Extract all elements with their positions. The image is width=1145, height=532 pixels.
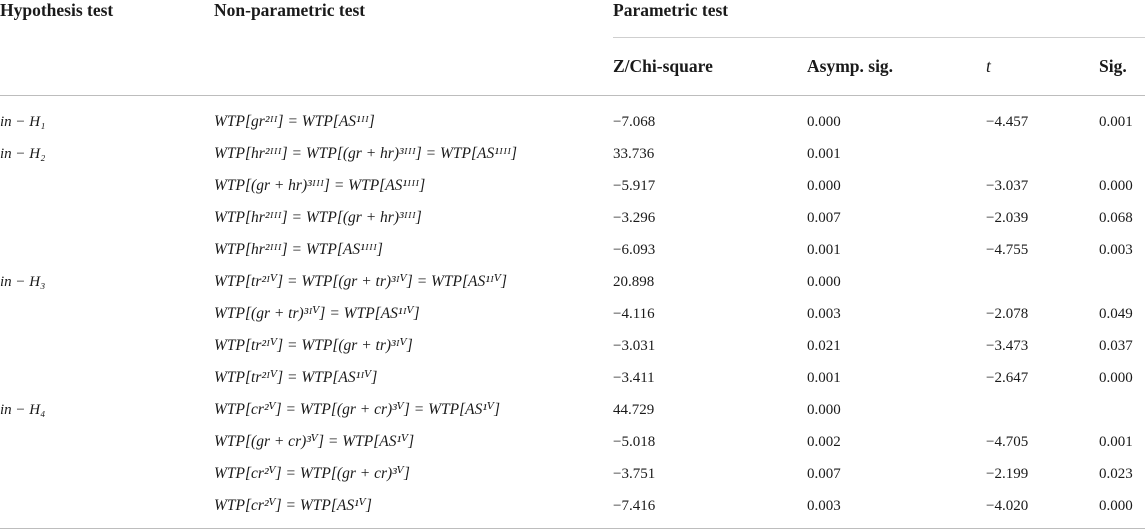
asymp-sig-cell: 0.003 <box>807 306 841 322</box>
equation-cell: WTP[(gr + hr)³ᴵᴵᴵ] = WTP[AS¹ᴵᴵᴵ] <box>214 177 426 194</box>
t-cell: −2.647 <box>986 370 1029 386</box>
t-cell: −4.705 <box>986 434 1029 450</box>
t-cell: −3.037 <box>986 178 1029 194</box>
table-row: WTP[tr²ᴵⱽ] = WTP[AS¹ᴵⱽ] −3.411 0.001 −2.… <box>0 362 1145 394</box>
table-row: WTP[tr²ᴵⱽ] = WTP[(gr + tr)³ᴵⱽ] −3.031 0.… <box>0 330 1145 362</box>
table-row: in − H₃ WTP[tr²ᴵⱽ] = WTP[(gr + tr)³ᴵⱽ] =… <box>0 266 1145 298</box>
header-parametric-test: Parametric test <box>613 0 729 20</box>
asymp-sig-cell: 0.000 <box>807 274 841 290</box>
asymp-sig-cell: 0.021 <box>807 338 841 354</box>
equation-cell: WTP[tr²ᴵⱽ] = WTP[(gr + tr)³ᴵⱽ] <box>214 337 413 354</box>
z-chi-square-cell: −3.296 <box>613 210 656 226</box>
header-asymp-sig: Asymp. sig. <box>807 56 894 76</box>
asymp-sig-cell: 0.000 <box>807 114 841 130</box>
equation-cell: WTP[gr²ᴵᴵ] = WTP[AS¹ᴵᴵ] <box>214 113 375 130</box>
header-rule <box>0 95 1145 96</box>
sig-cell: 0.037 <box>1099 338 1133 354</box>
table-row: in − H₁ WTP[gr²ᴵᴵ] = WTP[AS¹ᴵᴵ] −7.068 0… <box>0 106 1145 138</box>
sig-cell: 0.003 <box>1099 242 1133 258</box>
z-chi-square-cell: 44.729 <box>613 402 655 418</box>
table-row: WTP[hr²ᴵᴵᴵ] = WTP[AS¹ᴵᴵᴵ] −6.093 0.001 −… <box>0 234 1145 266</box>
asymp-sig-cell: 0.001 <box>807 146 841 162</box>
z-chi-square-cell: −5.917 <box>613 178 656 194</box>
header-z-chi-square: Z/Chi-square <box>613 56 713 76</box>
asymp-sig-cell: 0.000 <box>807 178 841 194</box>
table-row: WTP[cr²ⱽ] = WTP[AS¹ⱽ] −7.416 0.003 −4.02… <box>0 490 1145 522</box>
table-row: in − H₂ WTP[hr²ᴵᴵᴵ] = WTP[(gr + hr)³ᴵᴵᴵ]… <box>0 138 1145 170</box>
equation-cell: WTP[cr²ⱽ] = WTP[(gr + cr)³ⱽ] = WTP[AS¹ⱽ] <box>214 401 501 418</box>
header-sig: Sig. <box>1099 56 1127 76</box>
equation-cell: WTP[hr²ᴵᴵᴵ] = WTP[(gr + hr)³ᴵᴵᴵ] <box>214 209 422 226</box>
table-row: WTP[hr²ᴵᴵᴵ] = WTP[(gr + hr)³ᴵᴵᴵ] −3.296 … <box>0 202 1145 234</box>
sig-cell: 0.000 <box>1099 178 1133 194</box>
asymp-sig-cell: 0.001 <box>807 242 841 258</box>
z-chi-square-cell: 33.736 <box>613 146 655 162</box>
equation-cell: WTP[(gr + tr)³ᴵⱽ] = WTP[AS¹ᴵⱽ] <box>214 305 420 322</box>
table-row: WTP[(gr + tr)³ᴵⱽ] = WTP[AS¹ᴵⱽ] −4.116 0.… <box>0 298 1145 330</box>
asymp-sig-cell: 0.007 <box>807 210 841 226</box>
equation-cell: WTP[hr²ᴵᴵᴵ] = WTP[(gr + hr)³ᴵᴵᴵ] = WTP[A… <box>214 145 518 162</box>
z-chi-square-cell: −6.093 <box>613 242 656 258</box>
t-cell: −4.020 <box>986 498 1029 514</box>
parametric-group-rule <box>613 37 1145 38</box>
bottom-rule <box>0 528 1145 529</box>
z-chi-square-cell: −3.031 <box>613 338 656 354</box>
header-t: t <box>986 56 991 76</box>
sig-cell: 0.000 <box>1099 498 1133 514</box>
equation-cell: WTP[cr²ⱽ] = WTP[AS¹ⱽ] <box>214 497 372 514</box>
equation-cell: WTP[tr²ᴵⱽ] = WTP[AS¹ᴵⱽ] <box>214 369 378 386</box>
z-chi-square-cell: −3.751 <box>613 466 656 482</box>
hypothesis-cell: in − H₁ <box>0 114 46 130</box>
z-chi-square-cell: −3.411 <box>613 370 655 386</box>
t-cell: −4.457 <box>986 114 1029 130</box>
sig-cell: 0.000 <box>1099 370 1133 386</box>
z-chi-square-cell: −4.116 <box>613 306 655 322</box>
sig-cell: 0.001 <box>1099 434 1133 450</box>
hypothesis-cell: in − H₄ <box>0 402 46 418</box>
asymp-sig-cell: 0.002 <box>807 434 841 450</box>
asymp-sig-cell: 0.003 <box>807 498 841 514</box>
z-chi-square-cell: −5.018 <box>613 434 656 450</box>
t-cell: −2.039 <box>986 210 1029 226</box>
t-cell: −2.199 <box>986 466 1029 482</box>
z-chi-square-cell: −7.416 <box>613 498 656 514</box>
equation-cell: WTP[tr²ᴵⱽ] = WTP[(gr + tr)³ᴵⱽ] = WTP[AS¹… <box>214 273 508 290</box>
sig-cell: 0.049 <box>1099 306 1133 322</box>
sig-cell: 0.068 <box>1099 210 1133 226</box>
table-row: WTP[(gr + cr)³ⱽ] = WTP[AS¹ⱽ] −5.018 0.00… <box>0 426 1145 458</box>
z-chi-square-cell: −7.068 <box>613 114 656 130</box>
equation-cell: WTP[(gr + cr)³ⱽ] = WTP[AS¹ⱽ] <box>214 433 415 450</box>
hypothesis-cell: in − H₂ <box>0 146 46 162</box>
asymp-sig-cell: 0.007 <box>807 466 841 482</box>
t-cell: −4.755 <box>986 242 1029 258</box>
header-nonparametric-test: Non-parametric test <box>214 0 366 20</box>
table-row: WTP[cr²ⱽ] = WTP[(gr + cr)³ⱽ] −3.751 0.00… <box>0 458 1145 490</box>
z-chi-square-cell: 20.898 <box>613 274 655 290</box>
table-row: WTP[(gr + hr)³ᴵᴵᴵ] = WTP[AS¹ᴵᴵᴵ] −5.917 … <box>0 170 1145 202</box>
sig-cell: 0.023 <box>1099 466 1133 482</box>
hypothesis-cell: in − H₃ <box>0 274 46 290</box>
asymp-sig-cell: 0.001 <box>807 370 841 386</box>
t-cell: −3.473 <box>986 338 1029 354</box>
table-row: in − H₄ WTP[cr²ⱽ] = WTP[(gr + cr)³ⱽ] = W… <box>0 394 1145 426</box>
header-hypothesis-test: Hypothesis test <box>0 0 114 20</box>
equation-cell: WTP[cr²ⱽ] = WTP[(gr + cr)³ⱽ] <box>214 465 410 482</box>
sig-cell: 0.001 <box>1099 114 1133 130</box>
t-cell: −2.078 <box>986 306 1029 322</box>
asymp-sig-cell: 0.000 <box>807 402 841 418</box>
equation-cell: WTP[hr²ᴵᴵᴵ] = WTP[AS¹ᴵᴵᴵ] <box>214 241 383 258</box>
